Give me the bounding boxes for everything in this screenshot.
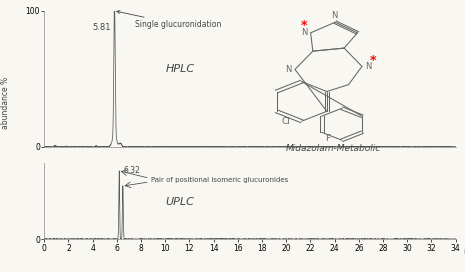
Text: Cl: Cl	[282, 117, 291, 126]
Text: Midazolam-Metabolic: Midazolam-Metabolic	[286, 144, 380, 153]
Text: N: N	[285, 65, 292, 74]
Text: 5.81: 5.81	[93, 23, 111, 32]
Text: 6.32: 6.32	[123, 166, 140, 175]
Text: Single glucuronidation: Single glucuronidation	[117, 11, 221, 29]
Text: abundance %: abundance %	[1, 77, 10, 129]
Text: HPLC: HPLC	[165, 64, 194, 74]
Text: F: F	[325, 134, 330, 143]
Text: N: N	[301, 28, 307, 37]
Text: min: min	[463, 247, 465, 256]
Text: N: N	[331, 11, 337, 20]
Text: *: *	[370, 54, 376, 67]
Text: N: N	[365, 62, 372, 71]
Text: Pair of positional isomeric glucuronides: Pair of positional isomeric glucuronides	[151, 177, 288, 183]
Text: UPLC: UPLC	[165, 197, 194, 207]
Text: *: *	[301, 19, 307, 32]
